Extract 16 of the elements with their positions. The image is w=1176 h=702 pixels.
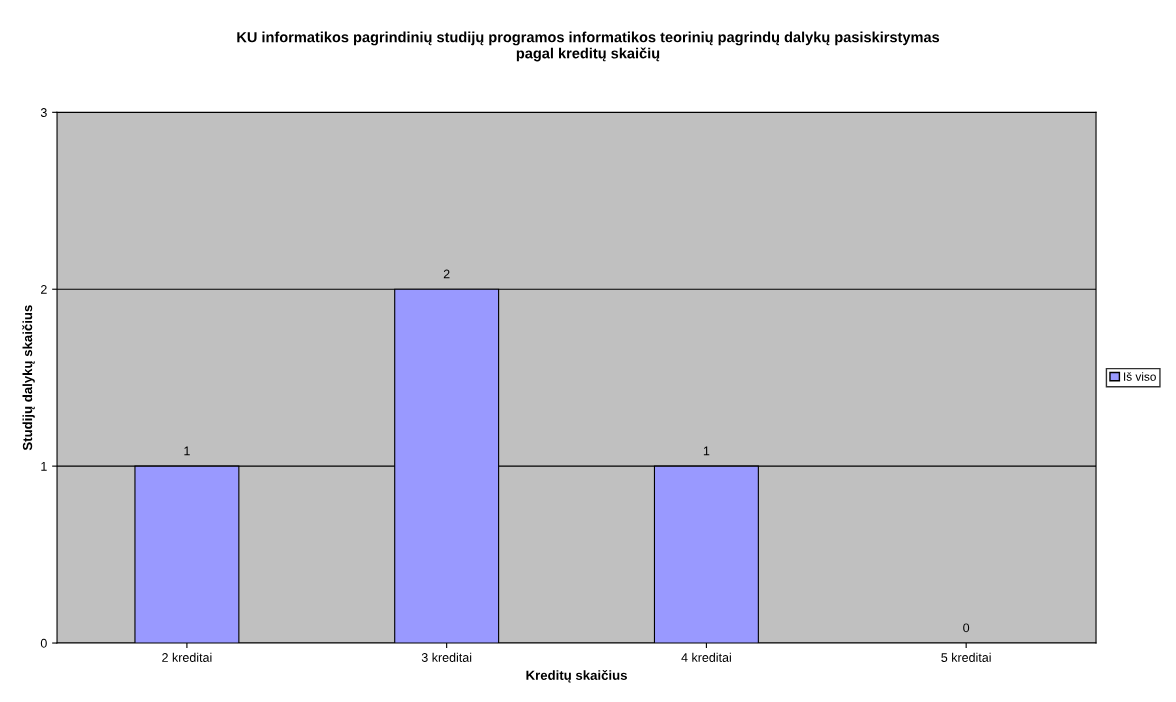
y-axis-title: Studijų dalykų skaičius [22,305,35,451]
legend-label: Iš viso [1124,372,1156,381]
y-tick-label: 1 [41,462,47,471]
data-label: 1 [703,446,710,456]
x-axis-title: Kreditų skaičius [526,669,627,683]
x-tick-label: 4 kreditai [681,652,731,662]
x-tick-label: 2 kreditai [162,652,212,662]
y-tick-label: 3 [40,108,47,117]
data-label: 2 [443,269,450,279]
chart-title: KU informatikos pagrindinių studijų programos informatikos teorinių pagrindų dalykų pasiskirstymas pagal kreditų skaičių [237,31,940,62]
y-tick-label: 0 [40,638,47,648]
data-label: 1 [184,446,190,456]
y-tick-label: 2 [40,285,47,294]
x-tick-label: 3 kreditai [421,652,472,662]
data-label: 0 [963,623,970,633]
x-tick-label: 5 kreditai [941,652,991,662]
